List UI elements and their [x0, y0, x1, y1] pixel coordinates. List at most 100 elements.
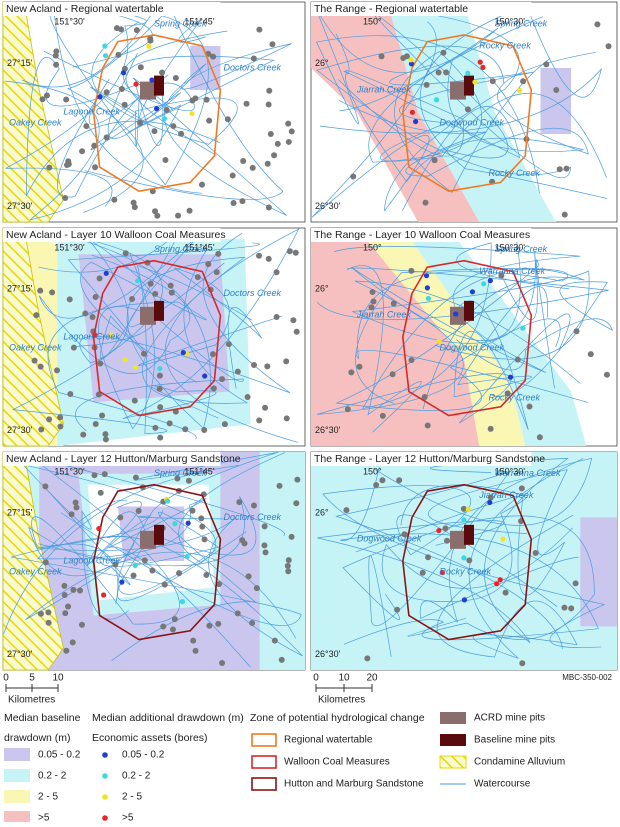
- economic-bore: [96, 525, 102, 532]
- legend-swatch: [4, 811, 30, 824]
- bore: [262, 549, 269, 556]
- economic-bore: [135, 278, 141, 284]
- drawdown-zone: [78, 254, 230, 403]
- legend-label: Condamine Alluvium: [474, 757, 565, 768]
- bore: [256, 417, 263, 424]
- creek-label: Rocky Creek: [440, 566, 492, 576]
- bore: [219, 660, 226, 667]
- bore: [435, 69, 442, 76]
- economic-bore: [408, 61, 415, 67]
- economic-bore: [202, 373, 208, 379]
- bore: [373, 481, 380, 488]
- bore: [140, 350, 147, 357]
- watercourse: [43, 50, 195, 198]
- drawdown-zone: [402, 228, 587, 446]
- bore: [45, 609, 52, 616]
- bore: [460, 505, 467, 512]
- bore: [293, 500, 300, 507]
- panel-title: New Acland - Layer 10 Walloon Coal Measu…: [6, 229, 226, 241]
- economic-bore: [185, 520, 191, 526]
- bore: [69, 639, 76, 646]
- zone-outline: [92, 483, 222, 641]
- longitude-label: 150°: [363, 466, 382, 476]
- bore: [112, 561, 119, 568]
- scale-label: 10: [52, 673, 64, 684]
- bore: [556, 166, 563, 173]
- economic-bore: [465, 70, 471, 76]
- bore: [89, 313, 96, 320]
- bore: [102, 431, 109, 438]
- legend-label: 0.05 - 0.2: [38, 750, 81, 761]
- economic-bore: [122, 357, 128, 363]
- economic-bore: [161, 116, 168, 122]
- economic-bore: [425, 295, 432, 302]
- economic-bore: [507, 374, 514, 380]
- economic-bore: [146, 43, 152, 50]
- economic-bore: [92, 332, 98, 338]
- bore: [46, 164, 53, 171]
- watercourse: [338, 70, 521, 211]
- bore: [443, 69, 450, 76]
- bore: [502, 589, 509, 596]
- bore: [378, 53, 385, 60]
- economic-bore: [477, 59, 483, 65]
- longitude-label: 150°30': [495, 466, 526, 476]
- bore: [192, 647, 199, 654]
- bore: [149, 567, 156, 574]
- bore: [234, 610, 241, 617]
- legend-swatch: [440, 734, 466, 746]
- panel-title: New Acland - Regional watertable: [6, 3, 164, 15]
- bore: [266, 87, 273, 94]
- bore: [78, 621, 85, 628]
- bore: [33, 312, 40, 319]
- drawdown-zone: [356, 228, 526, 446]
- economic-bore: [436, 527, 442, 534]
- bore: [464, 106, 471, 113]
- bore: [57, 423, 64, 430]
- watercourse: [11, 230, 252, 434]
- watercourse: [316, 280, 581, 424]
- title-box: [311, 2, 532, 16]
- economic-bore: [472, 79, 478, 85]
- bore: [267, 131, 274, 138]
- bore: [561, 211, 568, 218]
- bore: [369, 289, 376, 296]
- bore: [421, 394, 428, 401]
- bore: [198, 181, 205, 188]
- bore: [403, 53, 410, 60]
- bore: [292, 249, 299, 256]
- bore: [271, 152, 278, 159]
- bore: [97, 360, 104, 367]
- economic-bore: [465, 506, 471, 512]
- acrd-pit: [450, 530, 466, 549]
- bore: [65, 603, 72, 610]
- bore: [166, 420, 173, 427]
- bore: [543, 61, 550, 68]
- creek-label: Lagoon Creek: [63, 331, 120, 341]
- bore: [172, 75, 179, 82]
- bore: [201, 426, 208, 433]
- economic-bore: [461, 517, 467, 523]
- bore: [42, 559, 49, 566]
- bore: [38, 426, 45, 433]
- bore: [185, 477, 192, 484]
- scale-unit: Kilometres: [318, 695, 365, 706]
- bore: [364, 655, 371, 662]
- legend-swatch: [4, 790, 30, 803]
- bore: [53, 367, 60, 374]
- title-box: [311, 452, 532, 466]
- longitude-label: 151°45': [184, 466, 215, 476]
- bore: [46, 416, 53, 423]
- bore: [70, 586, 77, 593]
- economic-bore: [132, 562, 138, 568]
- bore: [423, 81, 430, 88]
- legend-label: >5: [38, 813, 50, 822]
- creek-label: Spring Creek: [154, 18, 207, 28]
- bore: [151, 128, 158, 135]
- bore: [605, 43, 612, 50]
- watercourse: [342, 515, 595, 640]
- bore: [425, 554, 432, 561]
- economic-bore: [436, 338, 442, 344]
- legend-swatch: [439, 755, 467, 769]
